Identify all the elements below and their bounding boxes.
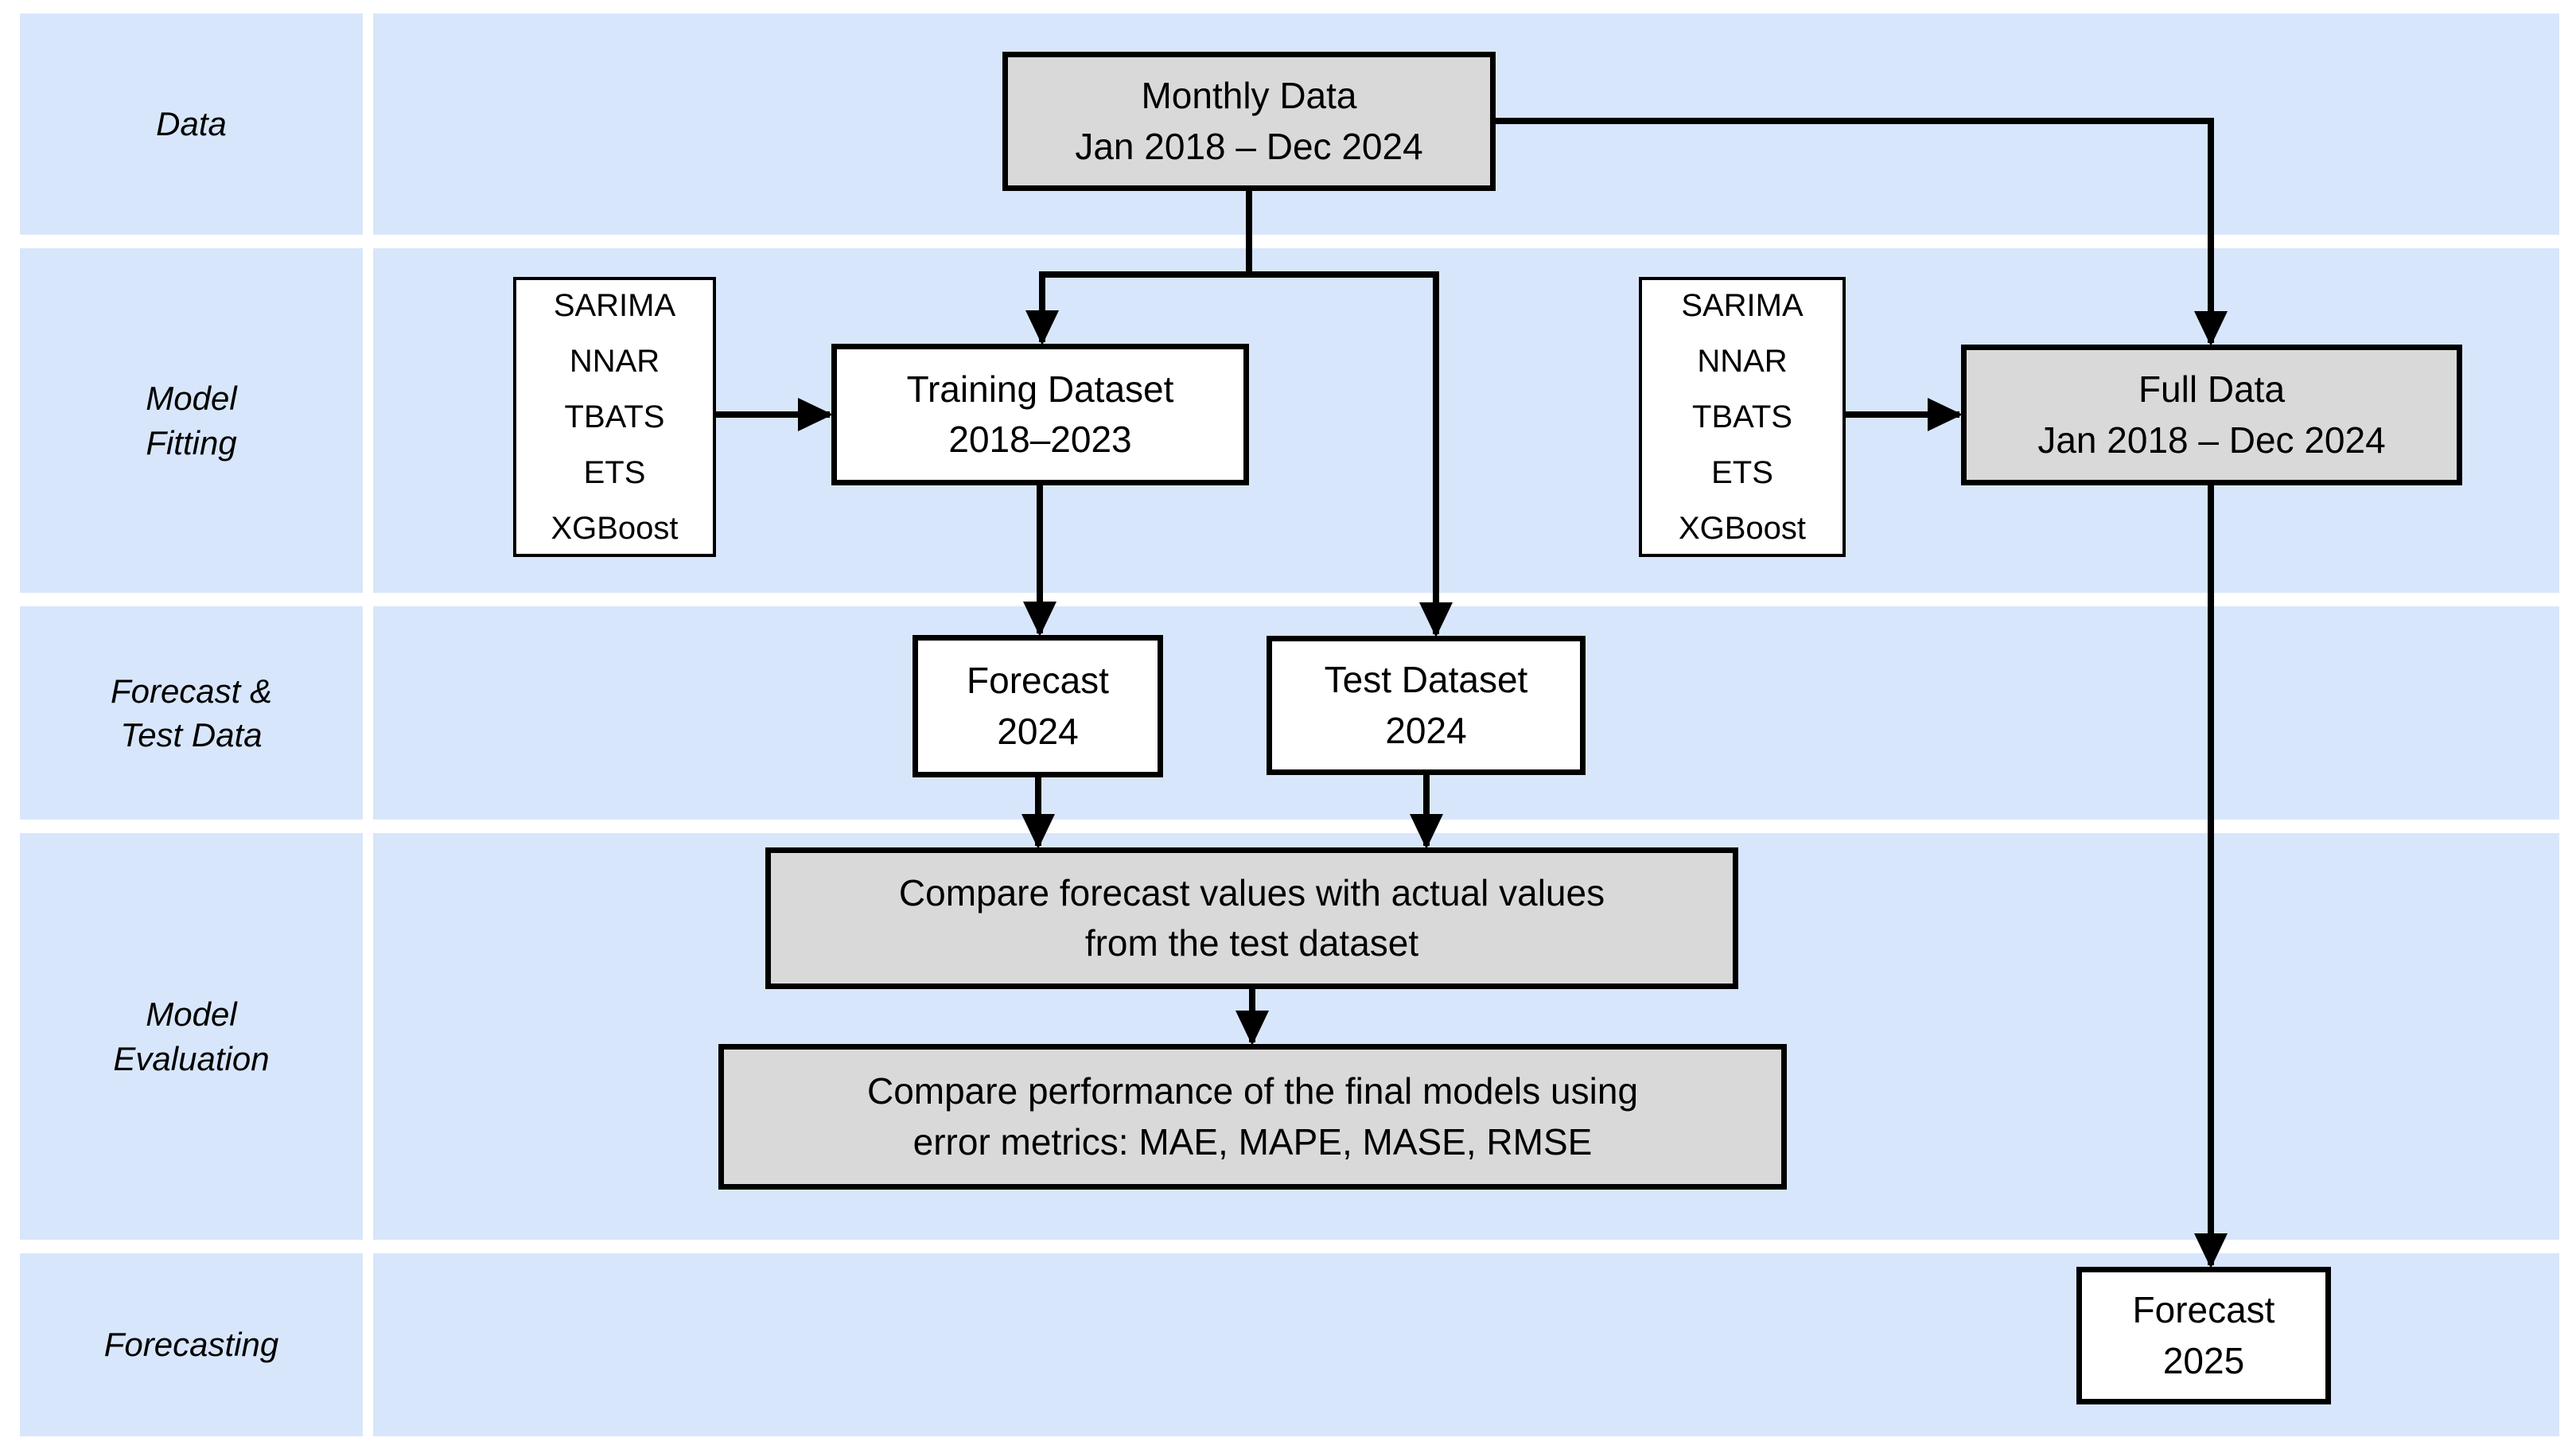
box-text-line: Jan 2018 – Dec 2024 [2037, 419, 2386, 461]
row-label-forecasting: Forecasting [20, 1253, 363, 1436]
band-row-forecast-test-label [20, 606, 363, 820]
box-text-line: 2024 [997, 710, 1079, 752]
box-text-line: Compare forecast values with actual valu… [898, 871, 1605, 913]
row-label-line: Forecast & [110, 672, 273, 710]
row-label-line: Test Data [120, 716, 263, 754]
model-name: NNAR [1697, 344, 1788, 379]
box-text-line: Forecast [967, 660, 1109, 702]
band-row-model-fitting-label [20, 248, 363, 593]
box-compare-error-metrics: Compare performance of the final models … [718, 1044, 1787, 1190]
box-text-line: from the test dataset [1084, 922, 1419, 964]
box-forecast-2024: Forecast 2024 [912, 635, 1163, 777]
box-text-line: Test Dataset [1324, 659, 1528, 701]
box-text-line: Jan 2018 – Dec 2024 [1075, 125, 1423, 167]
row-label-line: Forecasting [103, 1326, 279, 1364]
box-text-line: error metrics: MAE, MAPE, MASE, RMSE [912, 1120, 1593, 1163]
box-models-right: SARIMA NNAR TBATS ETS XGBoost [1639, 277, 1846, 557]
row-label-line: Model [146, 995, 237, 1034]
box-text-line: 2025 [2162, 1339, 2245, 1381]
box-text-line: Forecast [2132, 1289, 2275, 1331]
model-name: NNAR [569, 344, 660, 379]
box-text-line: 2024 [1385, 709, 1467, 751]
model-name: TBATS [564, 399, 665, 434]
box-test-dataset: Test Dataset 2024 [1267, 636, 1586, 775]
row-label-data: Data [20, 14, 363, 235]
box-text-line: 2018–2023 [948, 419, 1132, 460]
box-compare-forecast-actual: Compare forecast values with actual valu… [765, 847, 1738, 989]
model-name: SARIMA [1681, 288, 1804, 323]
model-name: TBATS [1692, 399, 1792, 434]
model-name: ETS [1711, 455, 1773, 490]
row-label-line: Data [156, 105, 227, 143]
box-full-data: Full Data Jan 2018 – Dec 2024 [1961, 345, 2462, 485]
box-text-line: Monthly Data [1141, 75, 1357, 117]
box-text-line: Full Data [2138, 368, 2286, 411]
row-label-line: Evaluation [113, 1039, 270, 1077]
box-training-dataset: Training Dataset 2018–2023 [831, 344, 1249, 485]
box-text-line: Training Dataset [906, 368, 1174, 410]
box-forecast-2025: Forecast 2025 [2076, 1267, 2331, 1404]
band-row-data-label [20, 14, 363, 235]
row-label-line: Model [146, 380, 237, 418]
row-label-model-evaluation: Model Evaluation [20, 833, 363, 1240]
row-label-line: Fitting [146, 423, 237, 462]
model-name: SARIMA [553, 288, 676, 323]
row-label-forecast-test-data: Forecast & Test Data [20, 606, 363, 820]
band-row-forecasting-label [20, 1253, 363, 1436]
row-label-model-fitting: Model Fitting [20, 248, 363, 593]
box-monthly-data: Monthly Data Jan 2018 – Dec 2024 [1002, 52, 1496, 191]
box-models-left: SARIMA NNAR TBATS ETS XGBoost [513, 277, 716, 557]
box-text-line: Compare performance of the final models … [866, 1070, 1639, 1112]
model-name: ETS [583, 455, 646, 490]
model-name: XGBoost [1678, 511, 1807, 546]
band-row-model-evaluation-label [20, 833, 363, 1240]
model-name: XGBoost [551, 511, 679, 546]
